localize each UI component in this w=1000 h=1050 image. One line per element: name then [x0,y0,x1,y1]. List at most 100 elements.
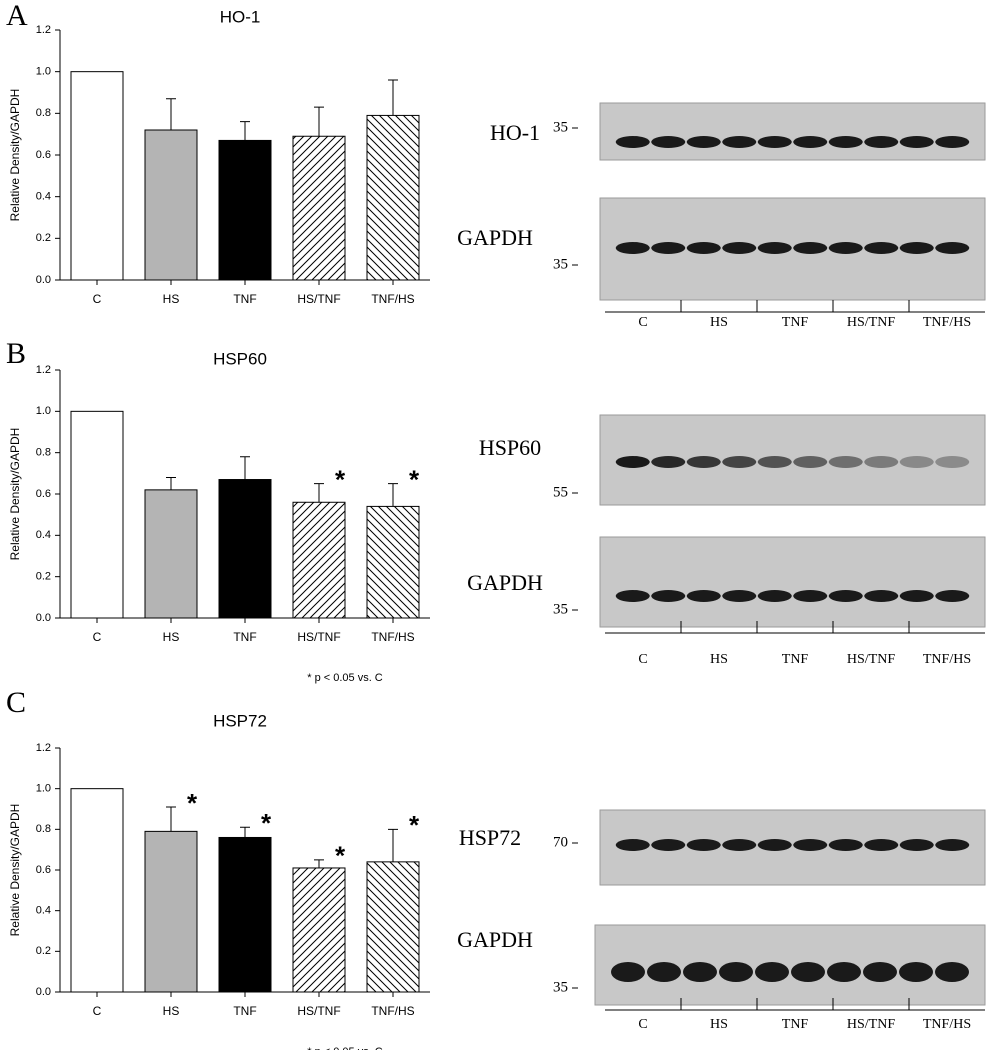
blot-band [651,136,686,148]
blot-band [686,242,721,254]
blot-marker: 35 [553,256,568,272]
blot-band [793,242,828,254]
chart-title: HSP72 [213,711,267,730]
blot-label: HO-1 [490,120,540,145]
lane-label: TNF/HS [923,1017,971,1032]
blot-band [683,962,717,982]
panel-letter: A [6,0,28,32]
blot-marker: 70 [553,834,568,850]
blot-band [935,242,970,254]
y-tick-label: 0.6 [36,488,51,500]
y-tick-label: 0.6 [36,864,51,876]
blot-band [757,242,792,254]
lane-label: TNF [782,1017,809,1032]
error-bar [240,456,250,480]
bar [144,129,198,281]
error-bar [166,476,176,490]
error-bar [240,121,250,141]
blot-band [899,242,934,254]
blot-band [686,136,721,148]
blot-band [651,242,686,254]
blot-band [722,242,757,254]
bar [218,139,272,281]
y-tick-label: 0.0 [36,986,51,998]
blot-band [899,456,934,468]
blot-band [864,242,899,254]
y-tick-label: 1.0 [36,783,51,795]
x-tick-label: HS/TNF [297,630,340,644]
significance-marker: * [187,788,198,818]
error-bar [388,828,398,862]
x-tick-label: HS [163,1004,180,1018]
blot-band [757,839,792,851]
x-tick-label: HS [163,292,180,306]
y-tick-label: 0.2 [36,232,51,244]
significance-marker: * [409,810,420,840]
bar [366,505,420,619]
y-tick-label: 1.2 [36,364,51,376]
error-bar [314,483,324,503]
blot-band [722,136,757,148]
blot-band [793,136,828,148]
y-axis-label: Relative Density/GAPDH [8,804,22,937]
x-tick-label: HS [163,630,180,644]
y-tick-label: 0.4 [36,191,51,203]
y-tick-label: 0.8 [36,823,51,835]
x-tick-label: TNF [233,630,256,644]
blot-label: HSP60 [479,435,541,460]
bar [218,836,272,993]
lane-label: HS [710,652,728,667]
blot-band [935,839,970,851]
blot-band [615,839,650,851]
blot-band [828,242,863,254]
x-tick-label: C [93,1004,102,1018]
x-tick-label: TNF/HS [371,630,414,644]
y-tick-label: 1.2 [36,24,51,36]
bar [292,501,346,619]
y-tick-label: 0.4 [36,905,51,917]
x-tick-label: C [93,292,102,306]
blot-band [651,456,686,468]
blot-band [793,590,828,602]
blot-band [686,839,721,851]
blot-label: GAPDH [457,225,533,250]
significance-marker: * [261,808,272,838]
blot-band [722,839,757,851]
bar [70,410,124,619]
blot-band [719,962,753,982]
x-tick-label: TNF/HS [371,1004,414,1018]
y-axis-label: Relative Density/GAPDH [8,89,22,222]
bar [292,135,346,281]
x-tick-label: TNF/HS [371,292,414,306]
blot-band [791,962,825,982]
x-tick-label: HS/TNF [297,292,340,306]
blot-band [935,962,969,982]
blot-band [722,590,757,602]
blot-band [647,962,681,982]
lane-label: C [638,652,647,667]
blot-band [793,456,828,468]
blot-band [757,136,792,148]
bar [366,861,420,993]
error-bar [240,826,250,838]
blot-band [615,590,650,602]
blot-band [686,456,721,468]
blot-label: GAPDH [457,927,533,952]
chart-title: HSP60 [213,349,267,368]
lane-label: TNF/HS [923,652,971,667]
significance-marker: * [335,841,346,871]
bar [144,489,198,619]
chart-title: HO-1 [220,7,261,26]
blot-band [755,962,789,982]
blot-band [828,590,863,602]
blot-band [863,962,897,982]
y-tick-label: 0.0 [36,612,51,624]
blot-band [864,839,899,851]
blot-band [864,456,899,468]
bar [292,867,346,993]
lane-label: TNF/HS [923,315,971,330]
blot-label: HSP72 [459,825,521,850]
significance-marker: * [335,465,346,495]
bar [70,788,124,993]
